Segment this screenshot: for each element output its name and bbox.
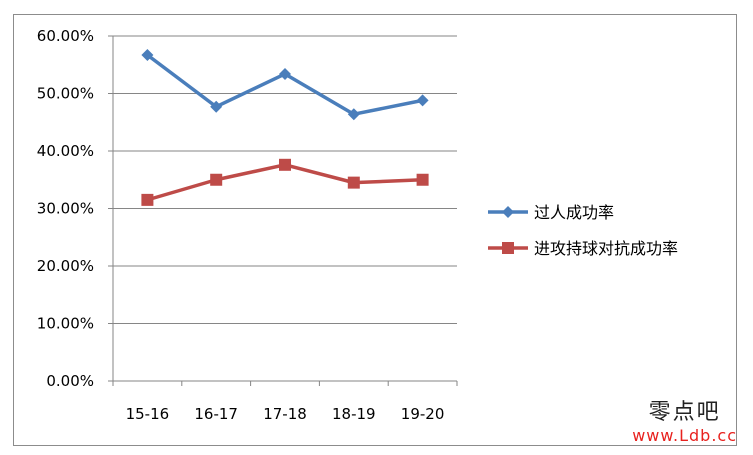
data-point-diamond [141, 48, 154, 61]
axes: 0.00% 10.00% 20.00% 30.00% 40.00% 50.00% 60.00… [37, 27, 458, 423]
data-point-square [279, 158, 291, 171]
x-tick-label: 16-17 [194, 405, 238, 423]
x-tick-label: 17-18 [263, 405, 307, 423]
series-layer [141, 48, 429, 206]
watermark: 零点吧 www.Ldb.cc [632, 394, 737, 445]
x-tick-label: 19-20 [401, 405, 445, 423]
data-point-square [210, 173, 223, 186]
y-tick-label: 40.00% [37, 142, 94, 160]
data-point-square [141, 193, 154, 206]
y-tick-label: 20.00% [37, 257, 94, 275]
legend-item: 过人成功率 [488, 203, 614, 222]
legend-label: 过人成功率 [534, 203, 614, 222]
data-point-square [502, 242, 514, 254]
series-line [146, 53, 423, 116]
watermark-url: www.Ldb.cc [632, 426, 737, 445]
y-tick-label: 10.00% [37, 315, 94, 333]
data-point-diamond [347, 108, 360, 121]
x-tick-label: 18-19 [332, 405, 376, 423]
data-point-diamond [279, 67, 291, 80]
y-tick-label: 60.00% [37, 27, 94, 45]
legend-label: 进攻持球对抗成功率 [534, 239, 678, 258]
data-point-square [416, 173, 429, 186]
watermark-text: 零点吧 [648, 400, 721, 425]
data-point-square [347, 176, 360, 189]
x-tick-label: 15-16 [126, 405, 170, 423]
y-tick-label: 30.00% [37, 200, 94, 218]
data-point-diamond [210, 100, 223, 113]
y-tick-label: 0.00% [46, 372, 94, 390]
legend-item: 进攻持球对抗成功率 [488, 239, 678, 258]
series-1 [141, 48, 429, 121]
gridlines [113, 35, 457, 324]
chart-frame [13, 14, 737, 446]
data-point-diamond [416, 94, 429, 107]
series-2 [141, 158, 429, 206]
y-tick-label: 50.00% [37, 85, 94, 103]
data-point-diamond [502, 206, 514, 218]
